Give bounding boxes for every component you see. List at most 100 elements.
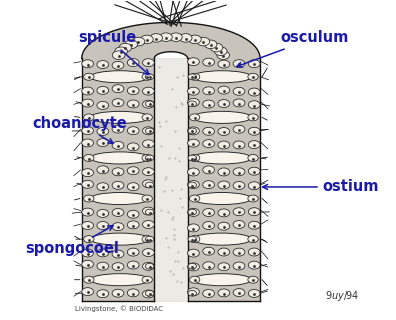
Ellipse shape [214,47,227,55]
Ellipse shape [188,168,199,176]
Ellipse shape [97,101,109,109]
Ellipse shape [143,220,154,228]
Ellipse shape [218,263,230,271]
Ellipse shape [82,60,93,68]
Ellipse shape [188,101,196,107]
Ellipse shape [145,236,154,242]
Ellipse shape [141,35,153,44]
Ellipse shape [188,74,196,80]
Ellipse shape [112,125,124,133]
Ellipse shape [82,139,93,147]
Ellipse shape [248,60,260,68]
Ellipse shape [188,58,199,66]
Ellipse shape [218,60,230,68]
Ellipse shape [248,127,260,135]
Ellipse shape [112,51,125,60]
Ellipse shape [188,180,199,188]
Ellipse shape [127,143,139,151]
Ellipse shape [218,141,230,149]
Text: choanocyte: choanocyte [33,116,128,143]
Ellipse shape [188,249,199,257]
Polygon shape [82,22,260,59]
Ellipse shape [192,193,251,204]
Ellipse shape [142,236,152,243]
Ellipse shape [119,43,132,52]
Ellipse shape [90,152,150,164]
Ellipse shape [97,290,109,298]
Ellipse shape [150,34,162,42]
Ellipse shape [90,193,150,204]
Ellipse shape [218,222,230,230]
Ellipse shape [189,155,200,161]
Ellipse shape [82,180,93,188]
Ellipse shape [112,289,124,297]
Ellipse shape [210,43,223,52]
Ellipse shape [97,183,109,191]
Ellipse shape [218,209,230,217]
Ellipse shape [112,141,124,149]
Ellipse shape [188,236,196,242]
Ellipse shape [82,208,93,216]
Ellipse shape [142,195,152,202]
Ellipse shape [204,40,217,49]
Ellipse shape [233,87,245,95]
Ellipse shape [84,114,94,121]
Ellipse shape [127,167,139,175]
Ellipse shape [217,51,230,60]
Ellipse shape [233,208,245,216]
Ellipse shape [82,249,93,257]
Ellipse shape [112,263,124,271]
Ellipse shape [97,60,109,68]
Ellipse shape [97,127,109,135]
Ellipse shape [189,276,200,283]
Ellipse shape [143,140,154,148]
Ellipse shape [188,87,199,95]
Ellipse shape [203,140,215,148]
Ellipse shape [90,111,150,124]
Ellipse shape [84,195,94,202]
Ellipse shape [218,248,230,256]
Ellipse shape [248,290,260,297]
Ellipse shape [188,288,199,296]
Ellipse shape [132,37,145,46]
Ellipse shape [192,233,251,245]
Ellipse shape [192,111,251,124]
Ellipse shape [127,289,139,297]
Ellipse shape [188,139,199,147]
Ellipse shape [143,87,154,95]
Ellipse shape [97,166,109,174]
Ellipse shape [188,35,201,44]
Ellipse shape [218,181,230,189]
Ellipse shape [145,128,154,134]
Ellipse shape [203,290,215,297]
Ellipse shape [203,247,215,255]
Text: ostium: ostium [263,180,379,195]
Ellipse shape [97,249,109,257]
Ellipse shape [189,114,200,121]
Ellipse shape [197,37,210,46]
Ellipse shape [248,261,260,269]
Text: $\mathit{9uy/94}$: $\mathit{9uy/94}$ [326,289,360,303]
Polygon shape [188,59,260,301]
Ellipse shape [248,248,260,256]
Ellipse shape [127,221,139,229]
Text: spicule: spicule [78,30,149,75]
Ellipse shape [145,155,154,161]
Ellipse shape [143,100,154,108]
Ellipse shape [143,207,154,215]
Ellipse shape [233,141,245,149]
Ellipse shape [112,250,124,258]
Ellipse shape [188,263,199,271]
Ellipse shape [112,61,124,69]
Ellipse shape [188,99,199,106]
Ellipse shape [84,73,94,80]
Ellipse shape [188,208,199,216]
Ellipse shape [192,152,251,164]
Ellipse shape [143,168,154,176]
Ellipse shape [84,236,94,243]
Ellipse shape [248,236,258,243]
Ellipse shape [248,208,260,216]
Ellipse shape [248,140,260,148]
Ellipse shape [127,210,139,218]
Ellipse shape [248,221,260,229]
